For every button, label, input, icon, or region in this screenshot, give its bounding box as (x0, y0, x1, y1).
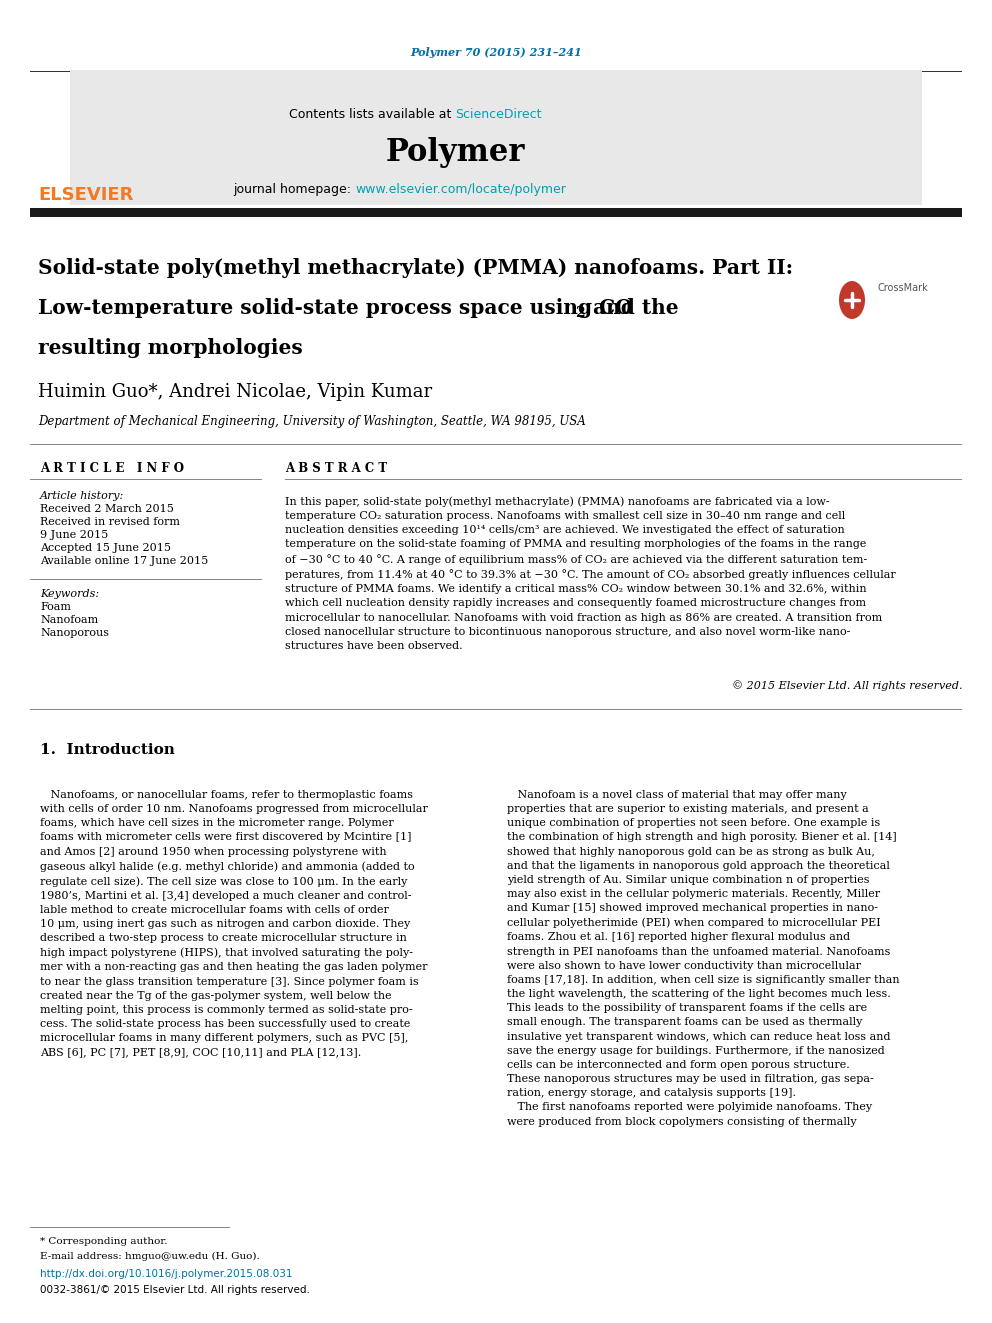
Text: © 2015 Elsevier Ltd. All rights reserved.: © 2015 Elsevier Ltd. All rights reserved… (731, 680, 962, 692)
Text: 2: 2 (575, 306, 584, 320)
Text: Received 2 March 2015: Received 2 March 2015 (40, 504, 174, 515)
Bar (30, 70, 962, 71)
Bar (30, 208, 962, 217)
Text: CrossMark: CrossMark (878, 283, 929, 292)
Text: Nanofoams, or nanocellular foams, refer to thermoplastic foams
with cells of ord: Nanofoams, or nanocellular foams, refer … (40, 790, 428, 1057)
Text: Department of Mechanical Engineering, University of Washington, Seattle, WA 9819: Department of Mechanical Engineering, Un… (38, 415, 585, 429)
Text: Low-temperature solid-state process space using CO: Low-temperature solid-state process spac… (38, 298, 633, 318)
Text: Accepted 15 June 2015: Accepted 15 June 2015 (40, 542, 171, 553)
Text: Received in revised form: Received in revised form (40, 517, 180, 527)
Text: In this paper, solid-state poly(methyl methacrylate) (PMMA) nanofoams are fabric: In this paper, solid-state poly(methyl m… (285, 496, 896, 651)
Text: Polymer 70 (2015) 231–241: Polymer 70 (2015) 231–241 (410, 46, 582, 57)
Text: Keywords:: Keywords: (40, 589, 99, 599)
Bar (70, 70, 922, 205)
Text: Nanofoam: Nanofoam (40, 615, 98, 624)
Text: Contents lists available at: Contents lists available at (289, 108, 455, 122)
Text: 1.  Introduction: 1. Introduction (40, 744, 175, 757)
Text: Available online 17 June 2015: Available online 17 June 2015 (40, 556, 208, 566)
Text: Article history:: Article history: (40, 491, 124, 501)
Text: http://dx.doi.org/10.1016/j.polymer.2015.08.031: http://dx.doi.org/10.1016/j.polymer.2015… (40, 1269, 293, 1279)
Text: A B S T R A C T: A B S T R A C T (285, 462, 387, 475)
Text: Nanofoam is a novel class of material that may offer many
properties that are su: Nanofoam is a novel class of material th… (507, 790, 900, 1127)
Text: Polymer: Polymer (385, 136, 525, 168)
Text: * Corresponding author.: * Corresponding author. (40, 1237, 168, 1246)
Text: Solid-state poly(methyl methacrylate) (PMMA) nanofoams. Part II:: Solid-state poly(methyl methacrylate) (P… (38, 258, 794, 278)
Text: 0032-3861/© 2015 Elsevier Ltd. All rights reserved.: 0032-3861/© 2015 Elsevier Ltd. All right… (40, 1285, 310, 1295)
Text: Nanoporous: Nanoporous (40, 628, 109, 638)
Text: E-mail address: hmguo@uw.edu (H. Guo).: E-mail address: hmguo@uw.edu (H. Guo). (40, 1252, 260, 1261)
Text: and the: and the (586, 298, 679, 318)
Text: Huimin Guo*, Andrei Nicolae, Vipin Kumar: Huimin Guo*, Andrei Nicolae, Vipin Kumar (38, 382, 433, 401)
Text: resulting morphologies: resulting morphologies (38, 337, 303, 359)
Text: Foam: Foam (40, 602, 71, 613)
Text: ScienceDirect: ScienceDirect (455, 108, 542, 122)
Text: 9 June 2015: 9 June 2015 (40, 531, 108, 540)
Text: ELSEVIER: ELSEVIER (38, 187, 133, 204)
Text: A R T I C L E   I N F O: A R T I C L E I N F O (40, 462, 184, 475)
Ellipse shape (839, 280, 865, 319)
Text: journal homepage:: journal homepage: (233, 184, 355, 197)
Text: www.elsevier.com/locate/polymer: www.elsevier.com/locate/polymer (355, 184, 565, 197)
